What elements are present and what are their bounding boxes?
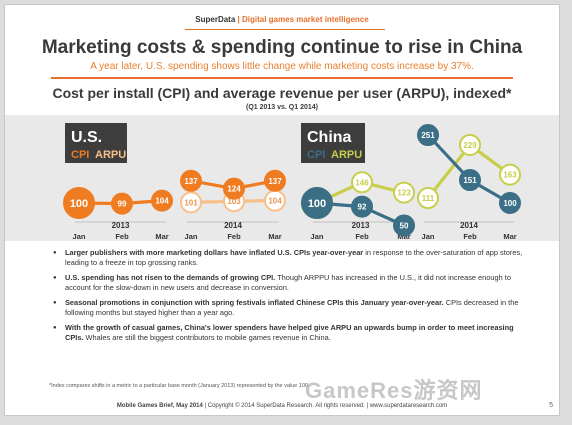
cpi-point	[151, 189, 173, 212]
cpi-data-label: 100	[308, 198, 326, 210]
bullet-item: With the growth of casual games, China's…	[53, 323, 523, 343]
cpi-data-label: 137	[184, 177, 198, 186]
panel-label-box	[65, 123, 127, 163]
month-label: Feb	[227, 232, 241, 241]
month-label: Feb	[463, 232, 477, 241]
bullet-bold: Seasonal promotions in conjunction with …	[65, 298, 444, 307]
header-divider	[185, 29, 385, 30]
month-label: Feb	[115, 232, 129, 241]
panel-region-label: China	[307, 129, 352, 146]
chart-title: Cost per install (CPI) and average reven…	[52, 85, 512, 101]
bullet-text: Whales are still the biggest contributor…	[83, 333, 331, 342]
bullet-text: Though ARPPU has increased in the U.S., …	[65, 273, 511, 292]
bullet-list: Larger publishers with more marketing do…	[53, 248, 523, 348]
year-label: 2013	[352, 221, 370, 230]
legend-arpu-label: ARPU	[95, 149, 126, 161]
arpu-point	[393, 181, 415, 204]
month-label: Mar	[503, 232, 516, 241]
watermark: GameRes游资网	[305, 378, 483, 403]
page-title: Marketing costs & spending continue to r…	[41, 37, 523, 58]
cpi-data-label: 151	[463, 176, 477, 185]
footer: Mobile Games Brief, May 2014 | Copyright…	[5, 403, 559, 409]
arpu-data-label: 123	[397, 189, 411, 198]
cpi-point	[301, 187, 333, 219]
cpi-point	[351, 195, 373, 218]
arpu-data-label: 163	[503, 171, 517, 180]
arpu-point	[417, 187, 439, 210]
cpi-point	[111, 192, 133, 215]
cpi-data-label: 99	[118, 200, 127, 209]
legend-cpi-label: CPI	[71, 149, 89, 161]
month-label: Feb	[355, 232, 369, 241]
month-label: Mar	[268, 232, 281, 241]
cpi-point	[63, 187, 95, 219]
header-brand: SuperData	[195, 15, 236, 24]
legend-arpu-label: ARPU	[331, 149, 362, 161]
month-label: Jan	[73, 232, 86, 241]
month-label: Jan	[422, 232, 435, 241]
page-number: 5	[549, 402, 553, 409]
arpu-data-label: 104	[268, 197, 282, 206]
year-label: 2014	[224, 221, 242, 230]
year-label: 2014	[460, 221, 478, 230]
bullet-item: Seasonal promotions in conjunction with …	[53, 298, 523, 318]
cpi-data-label: 124	[227, 185, 241, 194]
bullet-item: Larger publishers with more marketing do…	[53, 248, 523, 268]
header: SuperData | Digital games market intelli…	[5, 15, 559, 24]
cpi-point	[393, 214, 415, 237]
cpi-point	[180, 169, 202, 192]
panel-label-box	[301, 123, 365, 163]
cpi-data-label: 92	[358, 203, 367, 212]
bullet-bold: U.S. spending has not risen to the deman…	[65, 273, 276, 282]
arpu-point	[499, 163, 521, 186]
cpi-data-label: 251	[421, 131, 435, 140]
month-label: Jan	[185, 232, 198, 241]
header-tagline: Digital games market intelligence	[242, 15, 369, 24]
cpi-data-label: 100	[70, 198, 88, 210]
arpu-point	[459, 133, 481, 156]
arpu-data-label: 229	[463, 141, 477, 150]
month-label: Jan	[311, 232, 324, 241]
cpi-point	[417, 124, 439, 147]
panel-region-label: U.S.	[71, 129, 102, 146]
bullet-bold: With the growth of casual games, China's…	[65, 323, 514, 342]
arpu-point	[351, 171, 373, 194]
cpi-data-label: 104	[155, 197, 169, 206]
page-subtitle: A year later, U.S. spending shows little…	[90, 61, 474, 72]
bullet-bold: Larger publishers with more marketing do…	[65, 248, 364, 257]
bullet-text: in response to the over-saturation of ap…	[65, 248, 523, 267]
arpu-data-label: 101	[184, 198, 198, 207]
month-label: Mar	[155, 232, 168, 241]
legend-cpi-label: CPI	[307, 149, 325, 161]
cpi-point	[499, 192, 521, 214]
cpi-point	[459, 169, 481, 192]
cpi-data-label: 137	[268, 177, 282, 186]
cpi-point	[264, 169, 286, 192]
arpu-data-label: 146	[355, 178, 369, 187]
cpi-point	[223, 177, 245, 200]
year-label: 2013	[112, 221, 130, 230]
arpu-data-label: 103	[227, 197, 241, 206]
slide: SuperData | Digital games market intelli…	[4, 4, 560, 416]
bullet-text: CPIs decreased in the following months b…	[65, 298, 519, 317]
month-label: Mar	[397, 232, 410, 241]
arpu-point	[180, 191, 202, 214]
arpu-data-label: 111	[422, 194, 435, 203]
footer-copyright: | Copyright © 2014 SuperData Research. A…	[202, 403, 448, 409]
chart-subtitle: (Q1 2013 vs. Q1 2014)	[246, 104, 318, 111]
bullet-item: U.S. spending has not risen to the deman…	[53, 273, 523, 293]
cpi-data-label: 50	[400, 222, 409, 231]
cpi-data-label: 100	[503, 199, 517, 208]
chart-area: U.S. CPI ARPU 2013 Jan Feb Mar 2014 Jan Feb Mar 101…	[63, 123, 521, 241]
title-divider	[51, 77, 513, 79]
footer-brief: Mobile Games Brief, May 2014	[116, 403, 203, 409]
footnote: *Index compares shifts in a metric to a …	[49, 383, 308, 389]
header-separator: |	[237, 15, 240, 24]
